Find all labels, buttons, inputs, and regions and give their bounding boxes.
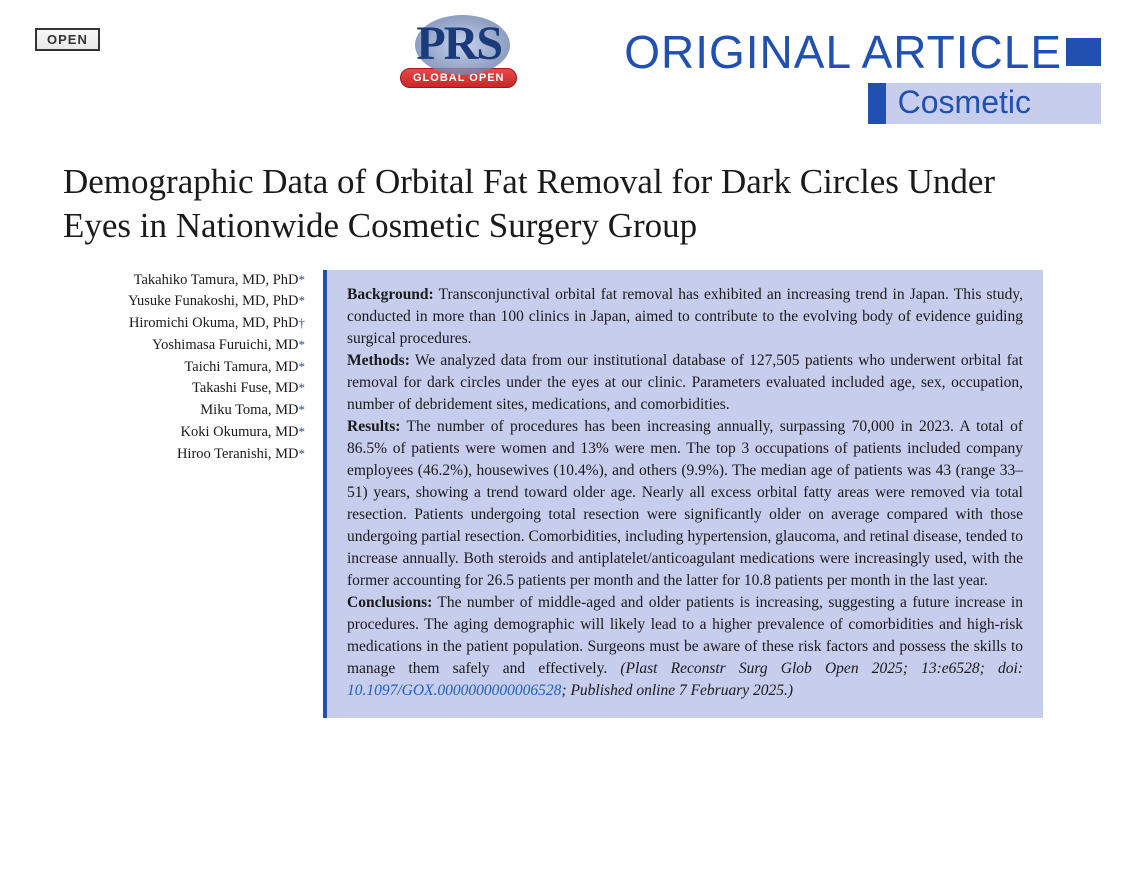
author-affiliation-mark: * bbox=[299, 272, 306, 287]
author-name: Takahiko Tamura, MD, PhD bbox=[134, 272, 299, 288]
accent-bar bbox=[1066, 38, 1101, 66]
abstract-text: Background: Transconjunctival orbital fa… bbox=[347, 284, 1023, 702]
open-access-badge: OPEN bbox=[35, 28, 100, 51]
author-name: Hiroo Teranishi, MD bbox=[177, 446, 299, 462]
author-affiliation-mark: * bbox=[299, 424, 306, 439]
abstract-section-label: Results: bbox=[347, 418, 400, 435]
author-line: Takahiko Tamura, MD, PhD* bbox=[63, 270, 305, 292]
abstract-section-label: Methods: bbox=[347, 352, 410, 369]
author-line: Yusuke Funakoshi, MD, PhD* bbox=[63, 291, 305, 313]
author-name: Yoshimasa Furuichi, MD bbox=[152, 337, 298, 353]
author-affiliation-mark: † bbox=[299, 315, 306, 330]
author-affiliation-mark: * bbox=[299, 446, 306, 461]
journal-logo: PRS GLOBAL OPEN bbox=[400, 20, 517, 88]
abstract-box: Background: Transconjunctival orbital fa… bbox=[323, 270, 1043, 718]
abstract-section-text: The number of procedures has been increa… bbox=[347, 418, 1023, 589]
header-row: OPEN PRS GLOBAL OPEN ORIGINAL ARTICLE Co… bbox=[35, 20, 1101, 130]
author-name: Hiromichi Okuma, MD, PhD bbox=[129, 315, 299, 331]
article-title: Demographic Data of Orbital Fat Removal … bbox=[63, 160, 1061, 248]
author-name: Miku Toma, MD bbox=[200, 402, 298, 418]
author-line: Yoshimasa Furuichi, MD* bbox=[63, 335, 305, 357]
author-line: Takashi Fuse, MD* bbox=[63, 378, 305, 400]
logo-text: PRS bbox=[400, 20, 517, 68]
article-type-label: ORIGINAL ARTICLE bbox=[624, 25, 1062, 79]
author-affiliation-mark: * bbox=[299, 380, 306, 395]
abstract-section-label: Background: bbox=[347, 286, 434, 303]
author-affiliation-mark: * bbox=[299, 293, 306, 308]
author-name: Yusuke Funakoshi, MD, PhD bbox=[128, 293, 298, 309]
author-name: Koki Okumura, MD bbox=[180, 424, 298, 440]
author-name: Taichi Tamura, MD bbox=[184, 359, 298, 375]
article-category: Cosmetic bbox=[886, 83, 1101, 124]
abstract-section-text: We analyzed data from our institutional … bbox=[347, 352, 1023, 413]
author-name: Takashi Fuse, MD bbox=[192, 380, 299, 396]
doi-link[interactable]: 10.1097/GOX.0000000000006528 bbox=[347, 682, 561, 699]
abstract-section-text: Transconjunctival orbital fat removal ha… bbox=[347, 286, 1023, 347]
author-line: Koki Okumura, MD* bbox=[63, 422, 305, 444]
citation-prefix: (Plast Reconstr Surg Glob Open 2025; 13:… bbox=[620, 660, 1023, 677]
author-line: Hiromichi Okuma, MD, PhD† bbox=[63, 313, 305, 335]
citation-suffix: ; Published online 7 February 2025.) bbox=[561, 682, 793, 699]
article-header: ORIGINAL ARTICLE Cosmetic bbox=[624, 25, 1101, 124]
abstract-section-label: Conclusions: bbox=[347, 594, 432, 611]
author-line: Taichi Tamura, MD* bbox=[63, 357, 305, 379]
category-accent bbox=[868, 83, 886, 124]
author-line: Hiroo Teranishi, MD* bbox=[63, 444, 305, 466]
author-affiliation-mark: * bbox=[299, 402, 306, 417]
author-affiliation-mark: * bbox=[299, 359, 306, 374]
authors-column: Takahiko Tamura, MD, PhD*Yusuke Funakosh… bbox=[63, 270, 323, 718]
author-line: Miku Toma, MD* bbox=[63, 400, 305, 422]
content-row: Takahiko Tamura, MD, PhD*Yusuke Funakosh… bbox=[63, 270, 1101, 718]
author-affiliation-mark: * bbox=[299, 337, 306, 352]
